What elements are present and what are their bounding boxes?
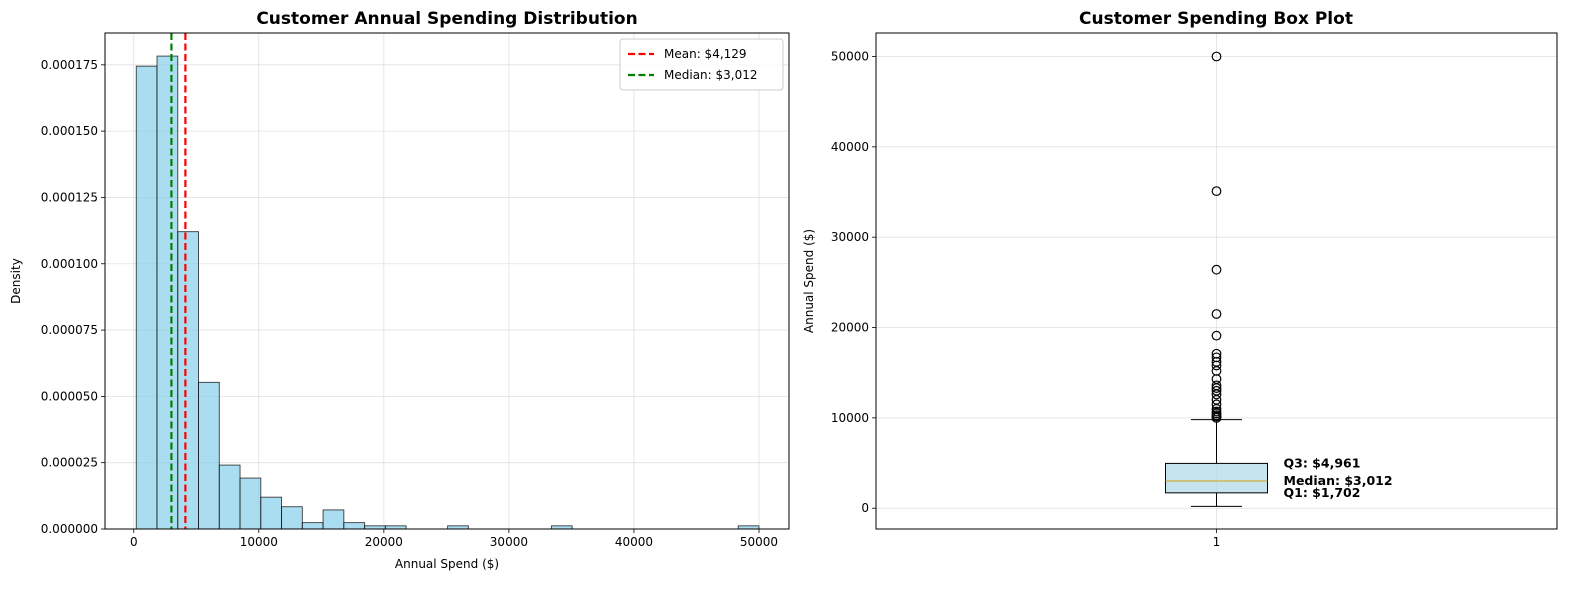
- histogram-bar: [135, 65, 158, 530]
- outlier-point: [1211, 385, 1222, 396]
- boxplot-outliers: [1211, 51, 1222, 423]
- boxplot-ticks: 0 10000 20000 30000 40000 50000 1: [831, 49, 1221, 549]
- x-tick-label: 1: [1213, 535, 1221, 549]
- median-annotation: Median: $3,012: [1284, 473, 1393, 488]
- histogram-bar: [156, 55, 179, 530]
- boxplot-grid: [876, 33, 1557, 529]
- histogram-bar: [260, 496, 283, 530]
- legend-label: Median: $3,012: [664, 68, 758, 82]
- y-tick-label: 0.000125: [41, 190, 98, 204]
- y-tick-label: 30000: [831, 230, 869, 244]
- q3-annotation: Q3: $4,961: [1284, 455, 1361, 470]
- histogram-y-axis-label: Density: [9, 258, 23, 304]
- histogram-bar: [322, 509, 345, 530]
- x-tick-label: 10000: [240, 535, 278, 549]
- x-tick-label: 30000: [490, 535, 528, 549]
- x-tick-label: 20000: [365, 535, 403, 549]
- y-tick-label: 40000: [831, 140, 869, 154]
- outlier-point: [1211, 309, 1222, 319]
- histogram-bar: [343, 522, 366, 530]
- histogram-bar: [177, 231, 199, 530]
- histogram-bars: [135, 55, 760, 530]
- outlier-point: [1211, 406, 1222, 417]
- histogram-bar: [301, 522, 324, 530]
- q1-annotation: Q1: $1,702: [1284, 485, 1361, 500]
- outlier-point: [1211, 264, 1222, 275]
- y-tick-label: 0.000050: [41, 389, 98, 403]
- histogram-bar: [281, 506, 303, 530]
- histogram-title: Customer Annual Spending Distribution: [256, 9, 637, 29]
- y-tick-label: 0: [861, 501, 869, 515]
- boxplot-title: Customer Spending Box Plot: [1079, 9, 1353, 29]
- outlier-point: [1211, 380, 1222, 391]
- y-tick-label: 10000: [831, 411, 869, 425]
- iqr-box: [1165, 462, 1268, 494]
- y-tick-label: 0.000025: [41, 456, 98, 470]
- y-tick-label: 0.000175: [41, 58, 98, 72]
- histogram-ticks: 0 10000 20000 30000 40000 50000 0.000000 0.0000…: [41, 58, 778, 549]
- outlier-point: [1211, 51, 1222, 62]
- legend-label: Mean: $4,129: [664, 47, 747, 61]
- outlier-point: [1211, 186, 1222, 197]
- y-tick-label: 20000: [831, 321, 869, 335]
- y-tick-label: 0.000150: [41, 124, 98, 138]
- histogram-panel: Customer Annual Spending Distribution 0 1…: [9, 9, 790, 571]
- legend-box: [619, 38, 784, 91]
- boxplot-frame: [875, 32, 1558, 530]
- y-tick-label: 0.000000: [41, 522, 98, 536]
- boxplot-panel: Customer Spending Box Plot 0 10000 20000 30…: [802, 9, 1558, 549]
- y-tick-label: 0.000075: [41, 323, 98, 337]
- outlier-point: [1211, 399, 1222, 410]
- x-tick-label: 40000: [615, 535, 653, 549]
- y-tick-label: 50000: [831, 49, 869, 63]
- x-tick-label: 0: [130, 535, 138, 549]
- outlier-point: [1211, 348, 1222, 359]
- boxplot-y-axis-label: Annual Spend ($): [802, 229, 816, 333]
- outlier-point: [1211, 330, 1222, 341]
- outlier-point: [1211, 352, 1222, 363]
- y-tick-label: 0.000100: [41, 257, 98, 271]
- histogram-x-axis-label: Annual Spend ($): [395, 557, 499, 571]
- histogram-frame: [104, 32, 790, 530]
- histogram-bar: [198, 381, 220, 530]
- histogram-bar: [239, 477, 262, 530]
- boxplot-body: [1165, 419, 1268, 507]
- histogram-reference-lines: [170, 33, 187, 529]
- x-tick-label: 50000: [740, 535, 778, 549]
- histogram-legend: Mean: $4,129 Median: $3,012: [619, 38, 784, 91]
- histogram-bar: [218, 464, 241, 530]
